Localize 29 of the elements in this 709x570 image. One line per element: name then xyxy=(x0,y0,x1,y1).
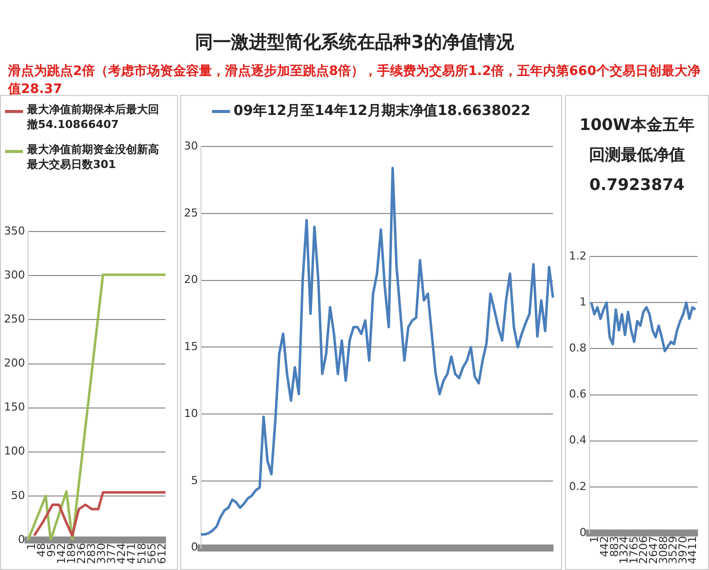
text: 同一激进型简化系统在品种3的净值情况 xyxy=(194,31,515,54)
y-tick-label: 0 xyxy=(18,532,25,546)
y-tick-label: 0.6 xyxy=(568,388,586,401)
text: 滑点为跳点2倍（考虑市场资金容量，滑点逐步加至跳点8倍），手续费为交易所1.2倍，五年内第660个交易日创最大净值28.37 xyxy=(6,62,702,98)
y-tick-label: 20 xyxy=(184,273,198,286)
y-tick-label: 1.2 xyxy=(568,249,586,262)
y-tick-label: 0.8 xyxy=(568,342,586,355)
y-tick-label: 30 xyxy=(184,139,198,152)
y-tick-label: 5 xyxy=(190,474,198,487)
y-tick-label: 15 xyxy=(184,340,198,354)
y-tick-label: 10 xyxy=(184,406,198,420)
y-tick-label: 150 xyxy=(4,400,25,414)
y-tick-label: 250 xyxy=(4,312,25,326)
chart-title: 100W本金五年回测最低净值 0.7923874 xyxy=(578,114,696,196)
y-tick-label: 50 xyxy=(10,488,25,502)
x-tick-label: 1765 xyxy=(627,536,640,564)
y-tick-label: 25 xyxy=(184,206,198,220)
y-tick-label: 300 xyxy=(4,268,25,282)
legend-label: 最大净值前期保本后最大回撤54.10866407 xyxy=(27,102,160,132)
y-tick-label: 0 xyxy=(190,540,198,554)
y-tick-label: 0.4 xyxy=(568,434,586,447)
legend-label: 最大净值前期资金没创新高最大交易日数301 xyxy=(27,142,160,172)
legend-label: 09年12月至14年12月期末净值18.6638022 xyxy=(234,102,530,120)
y-tick-label: 0.2 xyxy=(568,480,586,493)
y-tick-label: 200 xyxy=(4,356,25,370)
y-tick-label: 350 xyxy=(4,224,25,238)
y-tick-label: 100 xyxy=(4,444,25,458)
y-tick-label: 1 xyxy=(579,296,586,309)
y-tick-label: 0 xyxy=(579,526,586,539)
